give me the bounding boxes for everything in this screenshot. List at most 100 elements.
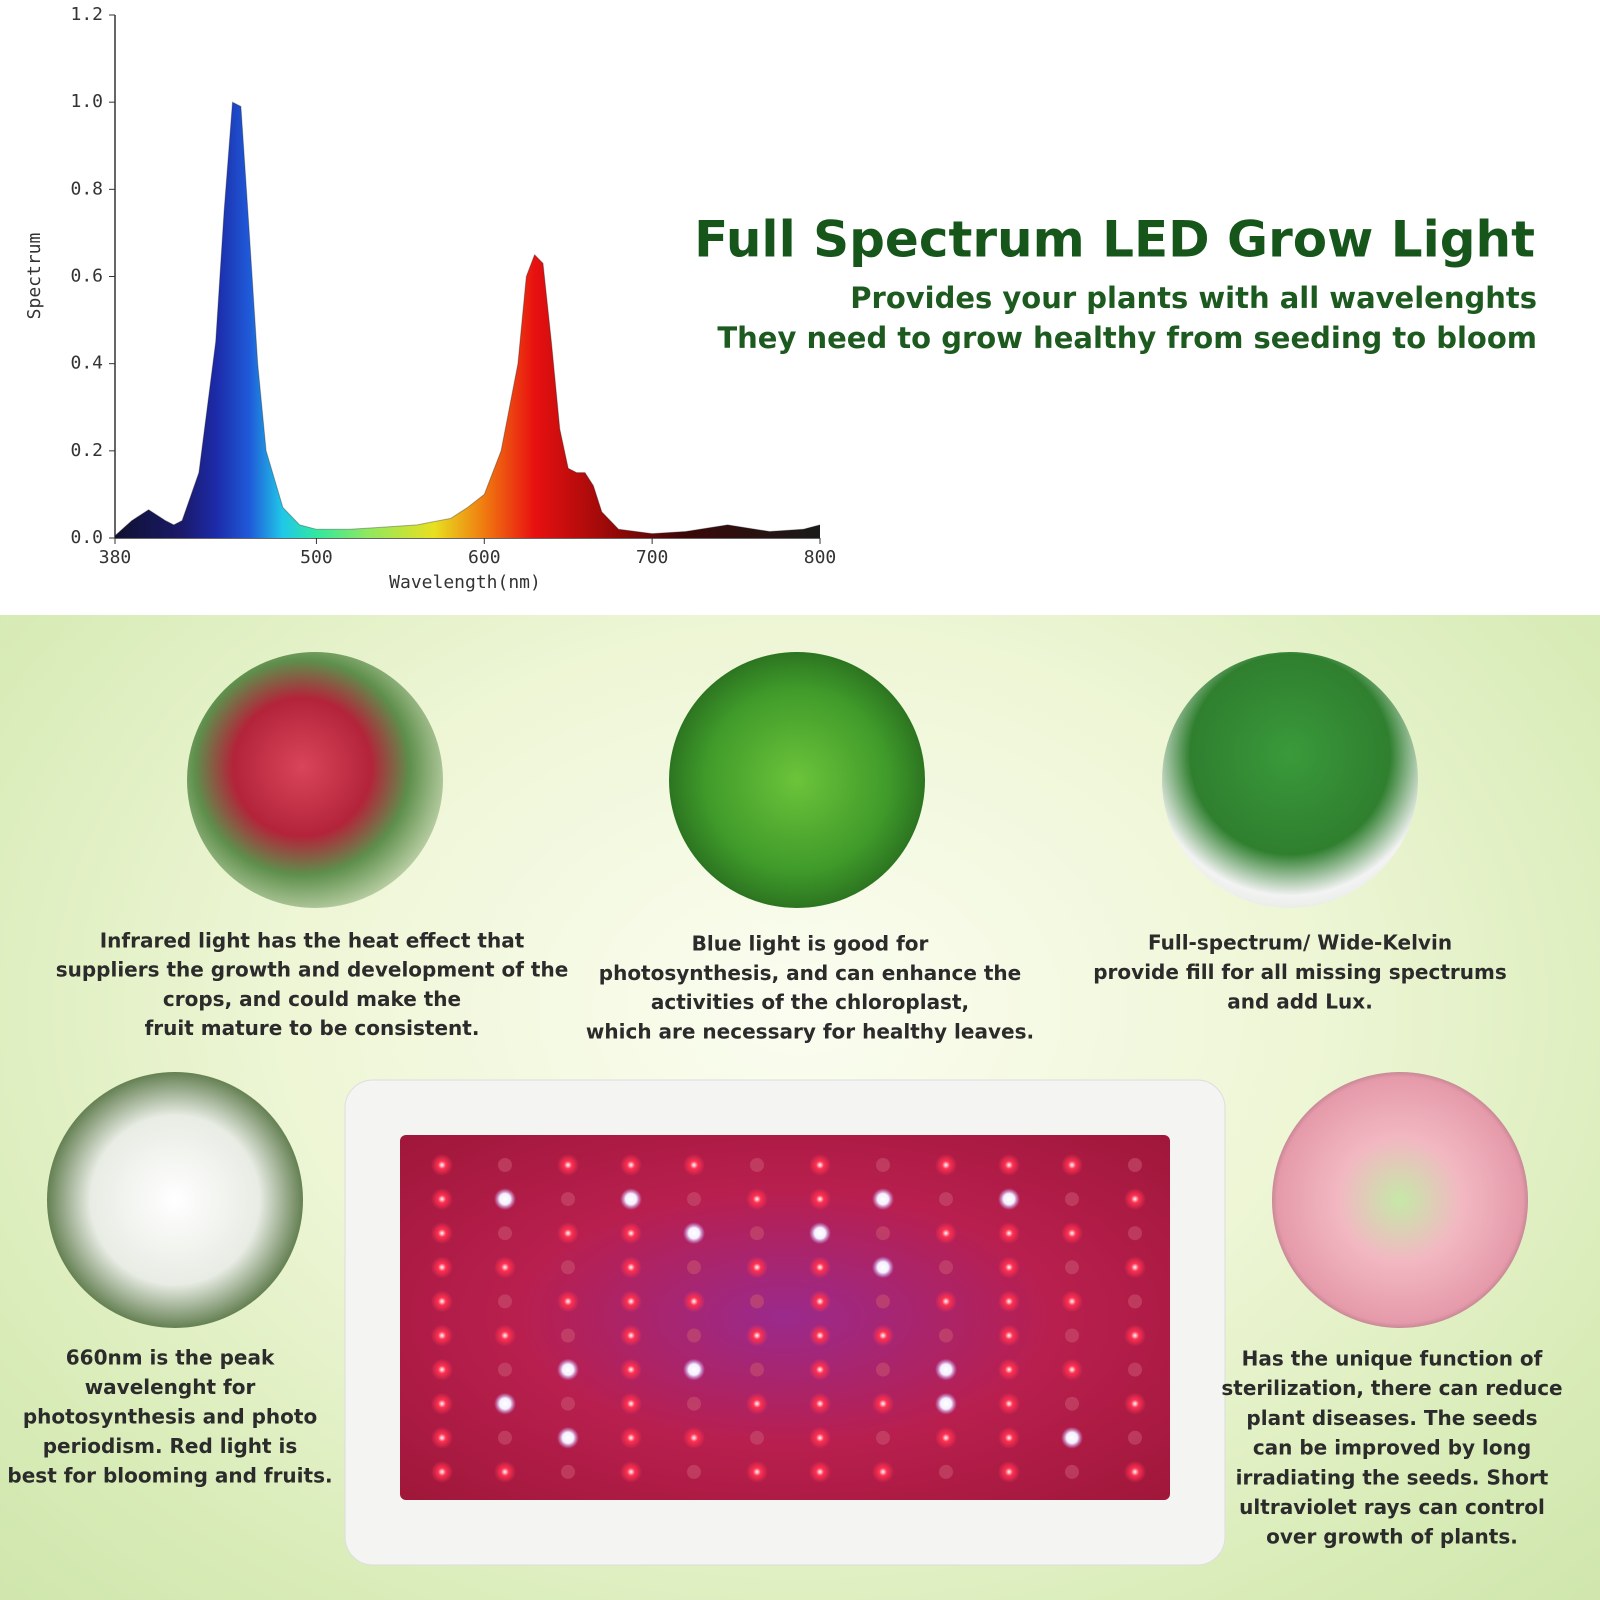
- led: [494, 1392, 516, 1415]
- led: [620, 1358, 642, 1381]
- led: [872, 1188, 894, 1211]
- led: [1065, 1396, 1079, 1411]
- flowers-photo: [47, 1072, 303, 1328]
- led: [876, 1158, 890, 1172]
- led: [746, 1324, 768, 1347]
- led: [1124, 1256, 1146, 1279]
- led: [1065, 1192, 1079, 1207]
- feature-text: suppliers the growth and development of …: [56, 958, 569, 982]
- led: [431, 1188, 453, 1211]
- feature-text: and add Lux.: [1227, 990, 1373, 1014]
- led: [498, 1362, 512, 1377]
- heading-title: Full Spectrum LED Grow Light: [694, 211, 1535, 269]
- led: [1124, 1460, 1146, 1483]
- x-tick-label: 700: [636, 547, 669, 568]
- led: [935, 1358, 957, 1381]
- led: [494, 1256, 516, 1279]
- feature-text: periodism. Red light is: [43, 1434, 298, 1458]
- led: [431, 1324, 453, 1347]
- led: [746, 1188, 768, 1211]
- x-tick-label: 500: [300, 547, 333, 568]
- plant-photo: [1162, 652, 1418, 908]
- led: [809, 1460, 831, 1483]
- led: [750, 1430, 764, 1445]
- y-tick-label: 0.8: [70, 178, 103, 199]
- led: [620, 1256, 642, 1279]
- feature-text: provide fill for all missing spectrums: [1093, 960, 1507, 984]
- led: [809, 1188, 831, 1211]
- led: [1065, 1328, 1079, 1343]
- led: [557, 1358, 579, 1381]
- led: [557, 1154, 579, 1176]
- led: [561, 1464, 575, 1479]
- led: [561, 1192, 575, 1207]
- led: [998, 1222, 1020, 1245]
- led: [998, 1324, 1020, 1347]
- y-tick-label: 1.2: [70, 4, 103, 25]
- led: [809, 1358, 831, 1381]
- area-fill: [115, 102, 820, 538]
- led: [494, 1324, 516, 1347]
- led: [683, 1290, 705, 1313]
- feature-text: ultraviolet rays can control: [1239, 1495, 1545, 1519]
- led: [998, 1154, 1020, 1176]
- led: [561, 1328, 575, 1343]
- led: [683, 1154, 705, 1176]
- led: [431, 1256, 453, 1279]
- feature-text: Full-spectrum/ Wide-Kelvin: [1148, 931, 1452, 955]
- led: [809, 1154, 831, 1176]
- led: [687, 1328, 701, 1343]
- led: [750, 1362, 764, 1377]
- led: [498, 1158, 512, 1172]
- led: [494, 1460, 516, 1483]
- led: [498, 1294, 512, 1309]
- led: [876, 1430, 890, 1445]
- led: [683, 1222, 705, 1245]
- led: [935, 1392, 957, 1415]
- led: [998, 1358, 1020, 1381]
- led: [1128, 1430, 1142, 1445]
- succulents-photo: [1272, 1072, 1528, 1328]
- led: [750, 1294, 764, 1309]
- feature-text: crops, and could make the: [163, 987, 461, 1011]
- x-tick-label: 380: [99, 547, 132, 568]
- led: [1061, 1426, 1083, 1449]
- led: [1061, 1222, 1083, 1245]
- heading-line: Provides your plants with all wavelenght…: [850, 281, 1537, 315]
- led: [750, 1158, 764, 1172]
- y-tick-label: 0.4: [70, 353, 103, 374]
- led: [431, 1222, 453, 1245]
- led: [1128, 1158, 1142, 1172]
- led: [876, 1362, 890, 1377]
- led: [998, 1426, 1020, 1449]
- led: [494, 1188, 516, 1211]
- y-tick-label: 0.6: [70, 266, 103, 287]
- heading-line: They need to grow healthy from seeding t…: [717, 321, 1537, 355]
- y-tick-label: 0.2: [70, 440, 103, 461]
- led: [1061, 1358, 1083, 1381]
- led: [1124, 1188, 1146, 1211]
- feature-text: plant diseases. The seeds: [1246, 1406, 1537, 1430]
- led: [998, 1392, 1020, 1415]
- feature-text: Infrared light has the heat effect that: [100, 929, 525, 953]
- feature-text: which are necessary for healthy leaves.: [586, 1019, 1034, 1043]
- led: [683, 1426, 705, 1449]
- y-tick-label: 0.0: [70, 527, 103, 548]
- led-grid: [431, 1154, 1146, 1483]
- led: [498, 1226, 512, 1241]
- led: [746, 1460, 768, 1483]
- led: [809, 1324, 831, 1347]
- led: [809, 1426, 831, 1449]
- led: [1124, 1392, 1146, 1415]
- led: [561, 1260, 575, 1275]
- led: [431, 1460, 453, 1483]
- led: [687, 1192, 701, 1207]
- led: [1128, 1226, 1142, 1241]
- led: [498, 1430, 512, 1445]
- led: [998, 1460, 1020, 1483]
- led: [557, 1222, 579, 1245]
- led: [687, 1464, 701, 1479]
- led: [872, 1324, 894, 1347]
